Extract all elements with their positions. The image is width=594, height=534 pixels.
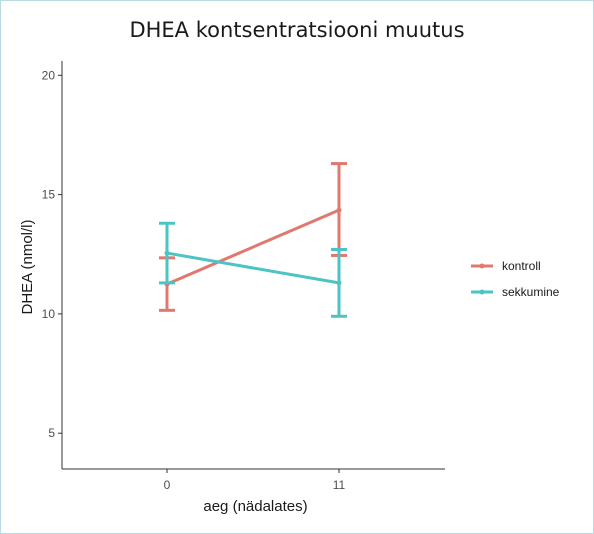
legend: kontroll sekkumine: [471, 259, 560, 299]
x-tick-label: 0: [164, 478, 171, 492]
legend-label: sekkumine: [502, 285, 560, 299]
legend-key-point: [479, 263, 485, 269]
chart-title: DHEA kontsentratsiooni muutus: [129, 18, 465, 42]
legend-label: kontroll: [502, 259, 541, 273]
x-tick-label: 11: [333, 478, 346, 492]
series-sekkumine: [159, 221, 347, 318]
series-kontroll: [159, 162, 347, 312]
y-tick-label: 5: [48, 426, 55, 440]
legend-item-sekkumine: sekkumine: [471, 285, 560, 299]
data-point: [164, 250, 170, 256]
y-tick-label: 15: [42, 188, 56, 202]
data-point: [336, 280, 342, 286]
series-line: [166, 208, 340, 286]
y-axis-title: DHEA (nmol/l): [19, 219, 36, 314]
x-ticks: 0 11: [164, 469, 346, 492]
series-layer: [159, 162, 347, 318]
y-ticks: 5 10 15 20: [42, 68, 62, 440]
data-point: [336, 207, 342, 213]
x-axis-title: aeg (nädalates): [203, 498, 307, 515]
series-line: [166, 251, 340, 285]
legend-item-kontroll: kontroll: [471, 259, 541, 273]
y-tick-label: 20: [42, 68, 56, 82]
legend-key-point: [479, 289, 485, 295]
y-tick-label: 10: [42, 307, 56, 321]
